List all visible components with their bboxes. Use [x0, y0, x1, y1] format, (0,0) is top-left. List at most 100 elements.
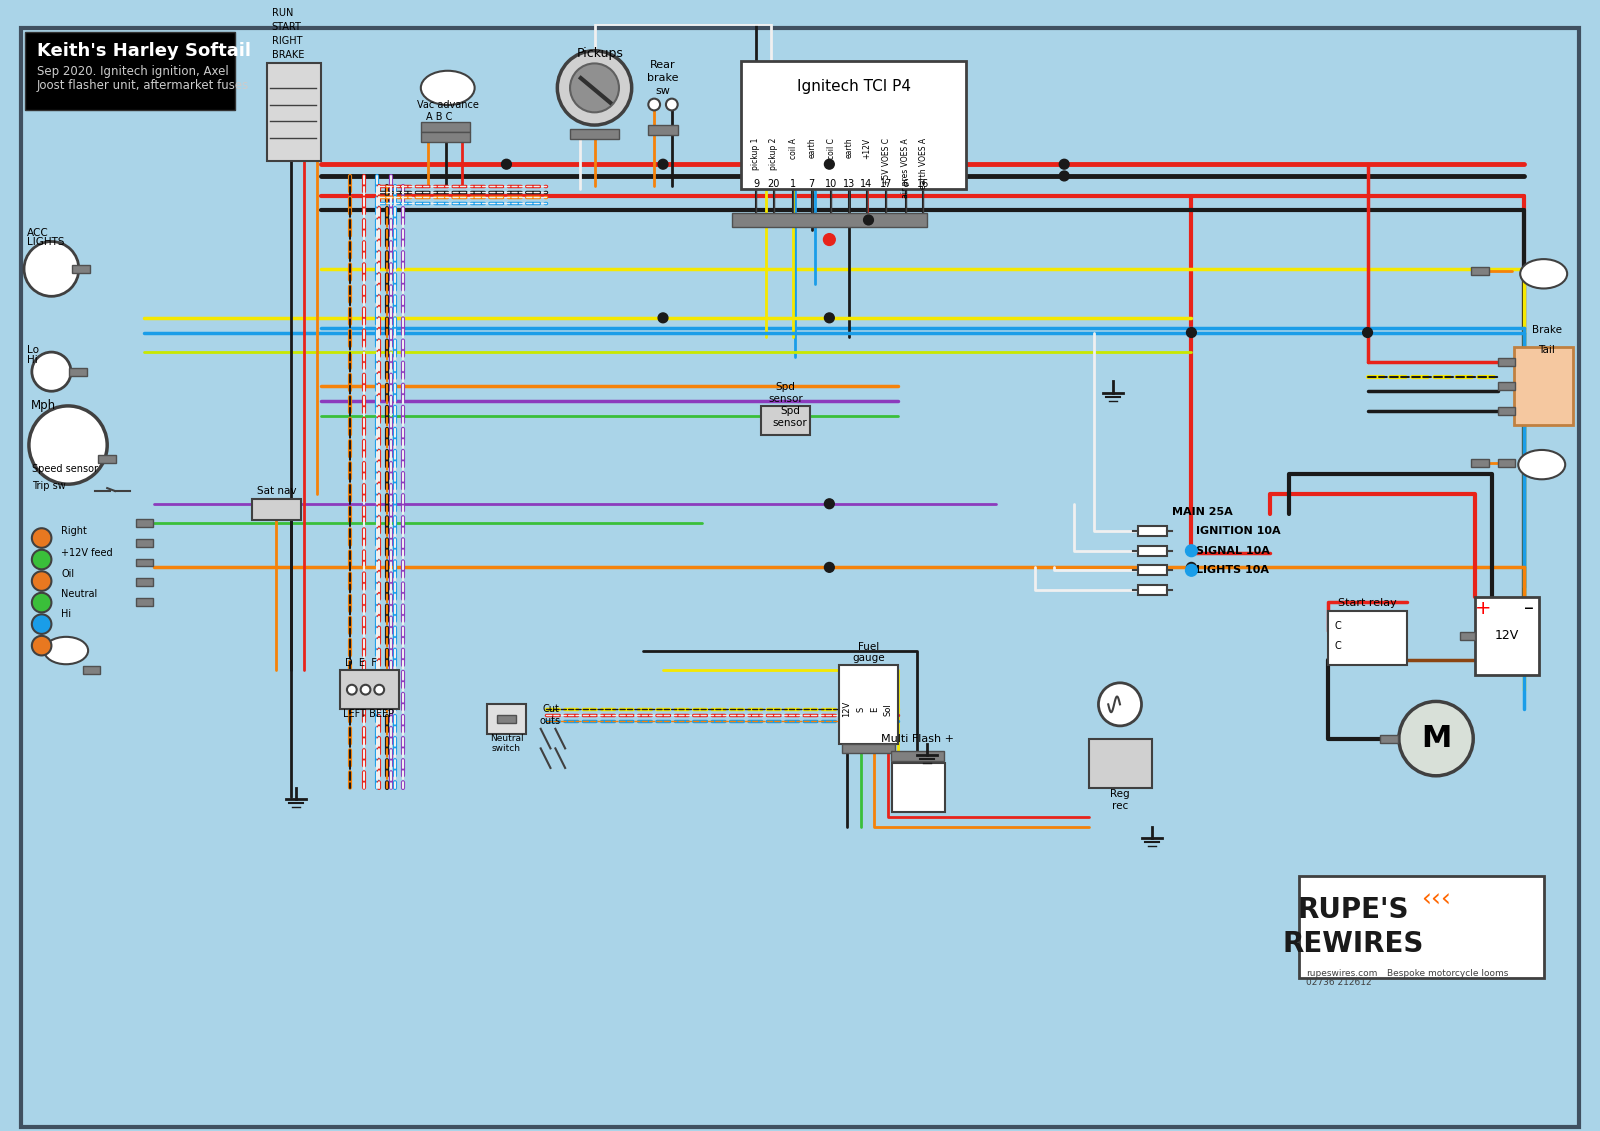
Text: Spd
sensor: Spd sensor — [768, 382, 803, 404]
Text: M: M — [1421, 724, 1451, 753]
Bar — [731, 213, 928, 227]
Text: Lo: Lo — [27, 345, 38, 355]
Circle shape — [501, 159, 512, 170]
Text: rupeswires.com: rupeswires.com — [1306, 968, 1378, 977]
Bar — [1138, 585, 1166, 595]
Circle shape — [570, 63, 619, 112]
Text: LIGHTS: LIGHTS — [27, 238, 64, 248]
Bar — [253, 499, 301, 520]
Text: earth: earth — [845, 138, 853, 158]
Bar — [1459, 632, 1475, 640]
Text: Sep 2020. Ignitech ignition, Axel: Sep 2020. Ignitech ignition, Axel — [37, 66, 229, 78]
Circle shape — [864, 215, 874, 225]
Text: Spd
sensor: Spd sensor — [773, 406, 808, 428]
Text: coil C: coil C — [827, 138, 835, 158]
Bar — [1138, 566, 1166, 576]
Text: S: S — [856, 707, 866, 711]
Ellipse shape — [45, 637, 88, 664]
Bar — [1138, 546, 1166, 555]
Circle shape — [1059, 171, 1069, 181]
Text: C: C — [1334, 621, 1341, 631]
Bar — [1514, 347, 1573, 425]
Bar — [72, 265, 90, 273]
Circle shape — [658, 313, 667, 322]
Text: 7: 7 — [808, 179, 814, 189]
Text: MAIN 25A: MAIN 25A — [1171, 507, 1232, 517]
Bar — [26, 32, 235, 111]
Circle shape — [648, 98, 661, 111]
Text: –: – — [1525, 599, 1534, 618]
Bar — [1472, 459, 1490, 467]
Text: RUN
START
RIGHT
BRAKE: RUN START RIGHT BRAKE — [272, 8, 304, 60]
Text: RUPE'S: RUPE'S — [1298, 896, 1408, 924]
Text: Bespoke motorcycle looms: Bespoke motorcycle looms — [1387, 968, 1509, 977]
Circle shape — [24, 242, 78, 296]
Bar — [1498, 459, 1515, 467]
Circle shape — [1363, 328, 1373, 337]
Bar — [1299, 875, 1544, 978]
Bar — [341, 670, 398, 709]
Circle shape — [1398, 701, 1474, 776]
Text: Start relay: Start relay — [1338, 598, 1397, 608]
Text: +12V: +12V — [862, 138, 870, 159]
Text: Right: Right — [61, 526, 86, 536]
Bar — [1088, 739, 1152, 787]
Text: ACC: ACC — [27, 227, 48, 238]
Text: C: C — [1334, 640, 1341, 650]
Text: Mph: Mph — [30, 399, 56, 412]
Text: Joost flasher unit, aftermarket fuses: Joost flasher unit, aftermarket fuses — [37, 79, 250, 92]
Bar — [69, 368, 86, 375]
Text: LEFT BEEP: LEFT BEEP — [342, 709, 394, 719]
Text: 20: 20 — [768, 179, 779, 189]
Bar — [842, 743, 896, 753]
Circle shape — [824, 159, 834, 170]
Text: Oil: Oil — [61, 569, 74, 579]
Text: Sat nav: Sat nav — [256, 486, 296, 495]
Circle shape — [347, 684, 357, 694]
Text: 16: 16 — [917, 179, 930, 189]
Circle shape — [32, 593, 51, 612]
Text: Brake: Brake — [1531, 326, 1562, 336]
Text: Fuel
gauge: Fuel gauge — [853, 641, 885, 663]
Text: Ignitech TCI P4: Ignitech TCI P4 — [797, 79, 910, 94]
Text: pickup 1: pickup 1 — [752, 138, 760, 170]
Circle shape — [32, 571, 51, 590]
Text: 12V: 12V — [1494, 629, 1518, 642]
Bar — [1498, 382, 1515, 390]
Ellipse shape — [1518, 450, 1565, 480]
Bar — [1472, 267, 1490, 275]
Circle shape — [658, 159, 667, 170]
Circle shape — [1187, 328, 1197, 337]
Bar — [136, 578, 154, 586]
Bar — [570, 129, 619, 139]
Circle shape — [824, 313, 834, 322]
Text: 10: 10 — [826, 179, 837, 189]
Text: Rear
brake
sw: Rear brake sw — [648, 60, 678, 96]
Text: Tail: Tail — [1538, 345, 1555, 355]
Bar — [421, 122, 470, 132]
Text: Hi: Hi — [61, 610, 72, 620]
Circle shape — [824, 234, 835, 245]
Text: Hi: Hi — [27, 355, 38, 365]
Circle shape — [824, 499, 834, 509]
Bar — [891, 763, 946, 812]
Circle shape — [1187, 562, 1197, 572]
Circle shape — [824, 562, 834, 572]
Circle shape — [1186, 545, 1197, 556]
Bar — [648, 126, 678, 135]
Text: Speed sensor: Speed sensor — [32, 465, 98, 474]
Text: Vac advance: Vac advance — [416, 100, 478, 110]
Text: earth VOES A: earth VOES A — [918, 138, 928, 189]
Text: REWIRES: REWIRES — [1282, 930, 1424, 958]
Text: 9: 9 — [754, 179, 758, 189]
Text: Neutral
switch: Neutral switch — [490, 734, 523, 753]
Bar — [762, 406, 810, 435]
Ellipse shape — [421, 71, 475, 105]
Text: +: + — [1475, 599, 1491, 618]
Text: 1: 1 — [790, 179, 797, 189]
Text: Trip sw: Trip sw — [32, 481, 66, 491]
Bar — [136, 539, 154, 546]
Bar — [486, 705, 526, 734]
Circle shape — [360, 684, 371, 694]
Circle shape — [32, 352, 70, 391]
